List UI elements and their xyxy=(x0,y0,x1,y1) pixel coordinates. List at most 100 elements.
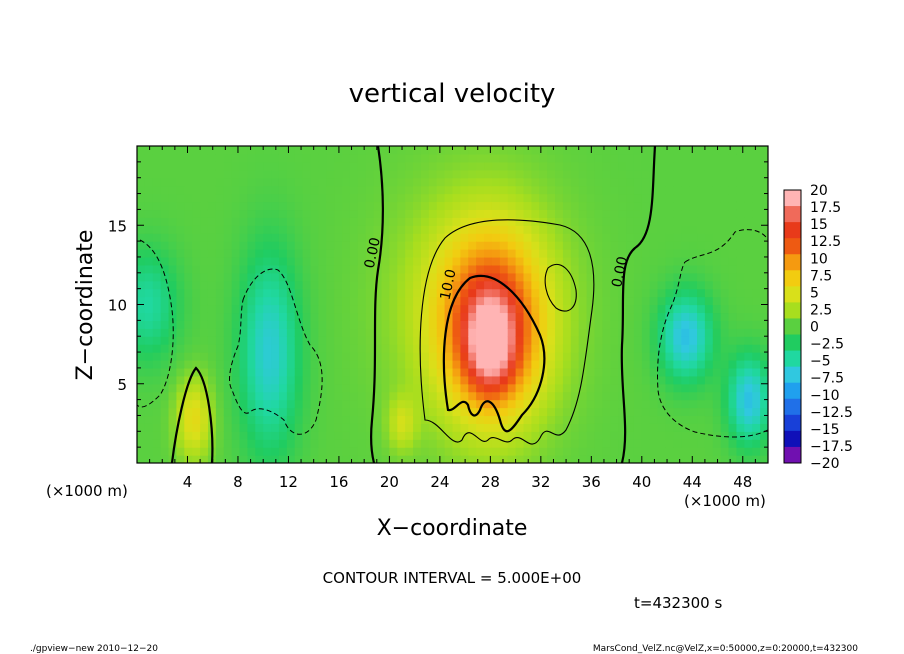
field-cell xyxy=(373,391,383,401)
field-cell xyxy=(610,328,619,337)
field-cell xyxy=(231,225,241,234)
field-cell xyxy=(397,352,406,361)
field-cell xyxy=(760,185,768,195)
field-cell xyxy=(673,161,682,171)
neg-contour-left xyxy=(137,239,174,408)
field-cell xyxy=(547,193,556,203)
field-cell xyxy=(342,185,351,195)
field-cell xyxy=(381,320,390,329)
field-cell xyxy=(223,359,233,369)
field-cell xyxy=(491,193,501,203)
field-cell xyxy=(697,288,706,298)
field-cell xyxy=(697,312,706,321)
field-cell xyxy=(428,399,438,409)
field-cell xyxy=(192,272,201,282)
field-cell xyxy=(397,391,406,401)
field-cell xyxy=(168,431,178,440)
field-cell xyxy=(168,328,178,337)
field-cell xyxy=(641,146,651,155)
field-cell xyxy=(231,185,241,195)
field-cell xyxy=(342,455,351,463)
field-cell xyxy=(681,352,690,361)
field-cell xyxy=(515,391,525,401)
field-cell xyxy=(728,344,738,353)
field-cell xyxy=(278,256,288,266)
field-cell xyxy=(484,296,493,306)
field-cell xyxy=(602,249,611,258)
field-cell xyxy=(373,209,383,218)
field-cell xyxy=(555,328,564,337)
field-cell xyxy=(144,423,154,432)
field-cell xyxy=(428,296,438,306)
field-cell xyxy=(476,352,485,361)
field-cell xyxy=(381,423,390,432)
field-cell xyxy=(207,193,217,203)
field-cell xyxy=(184,288,193,298)
field-cell xyxy=(618,169,627,179)
field-cell xyxy=(641,185,651,195)
field-cell xyxy=(594,146,603,155)
field-cell xyxy=(318,209,327,218)
field-cell xyxy=(428,336,438,345)
field-cell xyxy=(736,288,745,298)
field-cell xyxy=(326,375,335,385)
field-cell xyxy=(555,415,564,424)
field-cell xyxy=(744,177,753,187)
field-cell xyxy=(562,288,572,298)
field-cell xyxy=(334,185,343,195)
field-cell xyxy=(728,375,738,385)
field-cell xyxy=(712,161,722,171)
field-cell xyxy=(168,153,178,163)
field-cell xyxy=(365,280,375,290)
field-cell xyxy=(184,225,193,234)
field-cell xyxy=(184,161,193,171)
field-cell xyxy=(342,344,351,353)
field-cell xyxy=(239,320,249,329)
field-cell xyxy=(507,447,517,456)
field-cell xyxy=(681,153,690,163)
field-cell xyxy=(420,391,430,401)
field-cell xyxy=(649,185,659,195)
field-cell xyxy=(491,328,501,337)
field-cell xyxy=(397,399,406,409)
field-cell xyxy=(444,153,454,163)
field-cell xyxy=(200,352,209,361)
field-cell xyxy=(200,344,209,353)
field-cell xyxy=(697,455,706,463)
field-cell xyxy=(460,185,469,195)
field-cell xyxy=(547,367,556,377)
field-cell xyxy=(413,288,422,298)
field-cell xyxy=(247,352,256,361)
field-cell xyxy=(468,256,477,266)
field-cell xyxy=(720,328,730,337)
field-cell xyxy=(720,146,730,155)
field-cell xyxy=(539,447,548,456)
field-cell xyxy=(673,375,682,385)
field-cell xyxy=(342,320,351,329)
field-cell xyxy=(223,344,233,353)
field-cell xyxy=(633,312,643,321)
field-cell xyxy=(263,153,272,163)
field-cell xyxy=(405,328,414,337)
field-cell xyxy=(752,241,761,250)
field-cell xyxy=(160,288,170,298)
field-cell xyxy=(286,249,296,258)
field-cell xyxy=(302,161,312,171)
field-cell xyxy=(744,447,753,456)
colorbar-label: −2.5 xyxy=(810,337,844,353)
field-cell xyxy=(626,209,635,218)
field-cell xyxy=(586,185,596,195)
field-cell xyxy=(499,407,509,417)
field-cell xyxy=(736,391,745,401)
field-cell xyxy=(223,423,233,432)
field-cell xyxy=(681,344,690,353)
field-cell xyxy=(263,359,272,369)
field-cell xyxy=(602,336,611,345)
field-cell xyxy=(555,288,564,298)
field-cell xyxy=(452,217,461,226)
colorbar-label: −20 xyxy=(810,456,840,472)
field-cell xyxy=(326,177,335,187)
field-cell xyxy=(744,288,753,298)
field-cell xyxy=(649,225,659,234)
field-cell xyxy=(200,201,209,211)
